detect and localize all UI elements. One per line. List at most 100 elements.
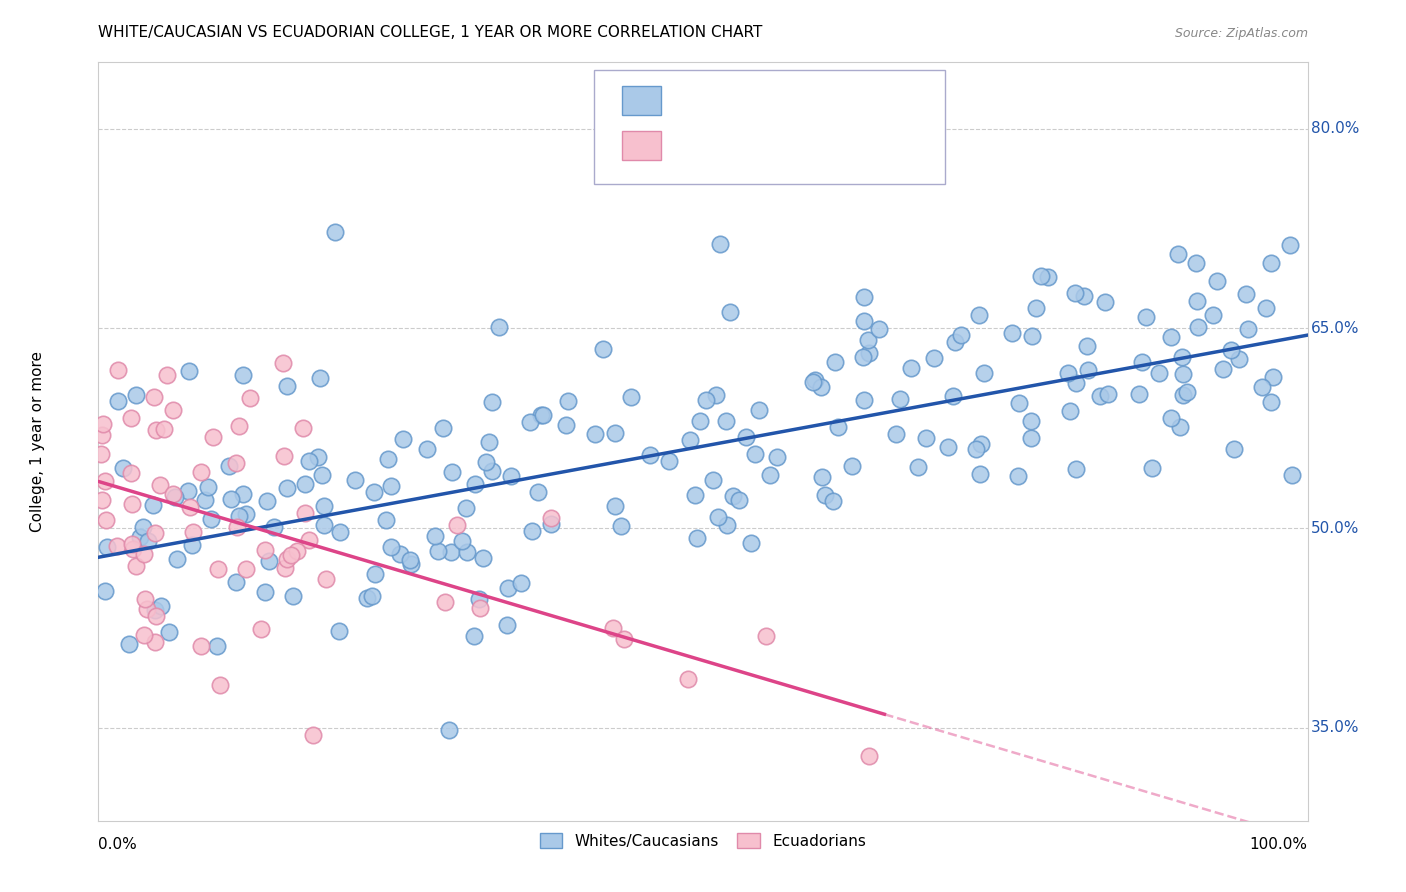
Point (283, 590, 305, 604)
Point (557, 394, 579, 409)
Point (868, 322, 890, 336)
Point (1212, 362, 1234, 376)
Point (605, 425, 627, 440)
Point (380, 540, 402, 554)
Text: -0.312: -0.312 (734, 136, 799, 155)
Point (531, 408, 554, 422)
Point (1185, 256, 1208, 270)
Point (1160, 330, 1182, 344)
Point (250, 622, 273, 636)
Point (329, 525, 352, 540)
Point (401, 558, 423, 572)
Point (440, 465, 463, 479)
Point (1173, 367, 1195, 381)
Point (943, 335, 966, 350)
Point (488, 319, 510, 334)
Point (145, 423, 167, 437)
Point (858, 346, 880, 360)
Point (118, 637, 141, 651)
Point (201, 429, 224, 443)
Point (380, 479, 402, 493)
Point (468, 600, 491, 615)
FancyBboxPatch shape (595, 70, 945, 184)
Point (94, 583, 117, 598)
Point (922, 351, 945, 365)
Point (325, 225, 347, 239)
Point (858, 749, 880, 764)
Point (1251, 379, 1274, 393)
Point (200, 511, 222, 525)
Text: 35.0%: 35.0% (1312, 720, 1360, 735)
Point (1057, 366, 1080, 380)
Point (134, 547, 156, 561)
Point (157, 624, 180, 639)
Point (1223, 442, 1246, 457)
Point (1021, 328, 1043, 343)
Point (967, 308, 990, 322)
Point (852, 392, 875, 407)
Point (969, 467, 991, 482)
Point (271, 355, 294, 369)
Text: 62: 62 (890, 136, 924, 155)
Point (162, 402, 184, 417)
Point (471, 551, 494, 566)
Point (676, 672, 699, 686)
Point (1160, 411, 1182, 425)
Point (312, 500, 335, 514)
Point (226, 520, 249, 534)
Point (221, 491, 243, 506)
Point (129, 530, 152, 544)
Point (91, 428, 114, 442)
Point (889, 392, 911, 406)
Point (239, 391, 262, 405)
Bar (621, 86, 661, 115)
Point (309, 370, 332, 384)
Point (1076, 363, 1098, 377)
Point (914, 431, 936, 445)
Point (638, 448, 661, 462)
Point (179, 500, 201, 514)
Text: N =: N = (814, 91, 880, 110)
Point (399, 553, 422, 567)
Point (232, 487, 254, 501)
Point (695, 392, 717, 407)
Point (94, 474, 117, 488)
Point (273, 449, 295, 463)
Point (886, 427, 908, 442)
Point (120, 467, 142, 481)
Point (280, 548, 302, 562)
Point (540, 516, 562, 531)
Point (256, 494, 278, 508)
Point (298, 453, 321, 467)
Point (519, 416, 541, 430)
Point (298, 533, 321, 547)
Point (427, 544, 450, 558)
Point (824, 355, 846, 369)
Point (149, 478, 172, 492)
Point (190, 466, 212, 480)
Point (456, 544, 478, 558)
Point (328, 624, 350, 639)
Point (276, 481, 298, 495)
Point (177, 484, 200, 499)
Point (1263, 370, 1285, 384)
Point (555, 418, 578, 433)
Point (363, 485, 385, 500)
Point (425, 529, 447, 543)
Point (938, 440, 960, 454)
Text: WHITE/CAUCASIAN VS ECUADORIAN COLLEGE, 1 YEAR OR MORE CORRELATION CHART: WHITE/CAUCASIAN VS ECUADORIAN COLLEGE, 1… (98, 25, 763, 39)
Point (481, 464, 503, 478)
Point (709, 237, 731, 252)
Point (374, 513, 396, 527)
Text: Source: ZipAtlas.com: Source: ZipAtlas.com (1174, 27, 1308, 39)
Point (302, 728, 325, 742)
Legend: Whites/Caucasians, Ecuadorians: Whites/Caucasians, Ecuadorians (533, 827, 873, 855)
Point (120, 410, 142, 425)
Point (685, 488, 707, 502)
Point (721, 489, 744, 503)
Point (1094, 294, 1116, 309)
Point (432, 421, 454, 435)
Point (475, 455, 498, 469)
Point (1205, 273, 1227, 287)
Point (145, 608, 167, 623)
